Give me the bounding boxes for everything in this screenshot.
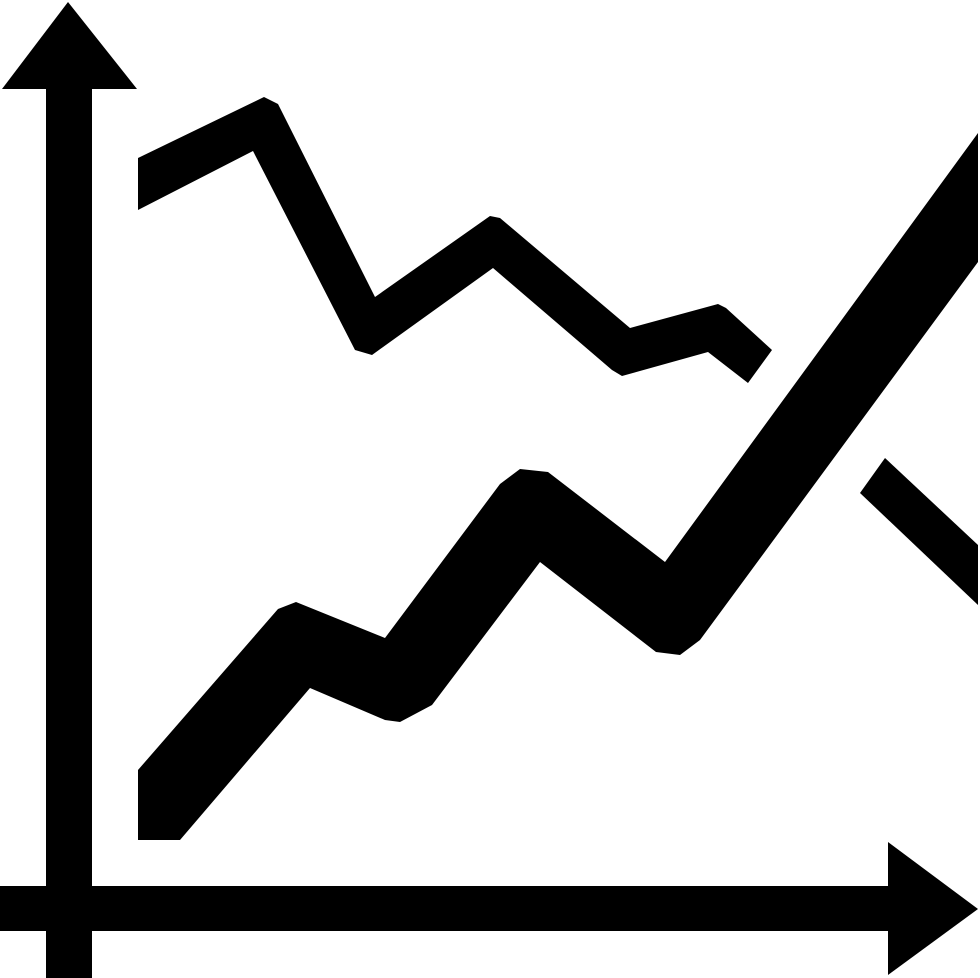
upper-trend-line (138, 97, 772, 383)
x-axis-bar (0, 886, 890, 931)
upper-trend-line-tail (860, 458, 978, 605)
x-axis-arrowhead (888, 842, 978, 975)
y-axis-bar (46, 88, 92, 978)
y-axis-arrowhead (2, 2, 137, 89)
lower-trend-line (138, 133, 978, 840)
